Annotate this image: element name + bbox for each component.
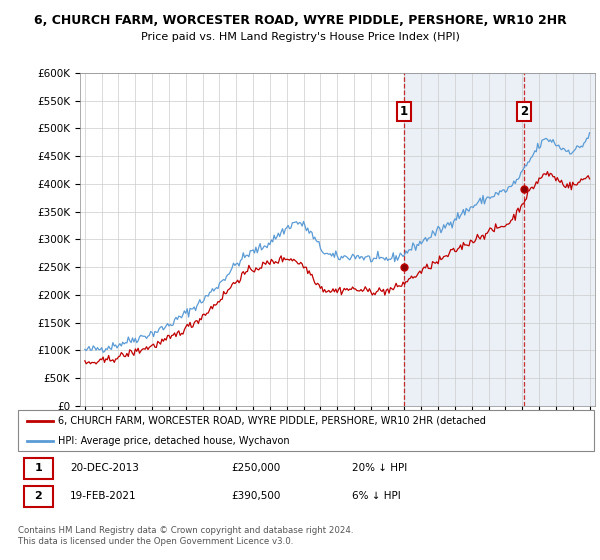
Text: 2: 2 (34, 491, 42, 501)
Text: 19-FEB-2021: 19-FEB-2021 (70, 491, 136, 501)
Text: £250,000: £250,000 (231, 463, 280, 473)
Text: 20-DEC-2013: 20-DEC-2013 (70, 463, 139, 473)
Text: 1: 1 (34, 463, 42, 473)
Text: £390,500: £390,500 (231, 491, 280, 501)
Text: 1: 1 (400, 105, 408, 118)
Text: 20% ↓ HPI: 20% ↓ HPI (352, 463, 407, 473)
Text: 2: 2 (520, 105, 529, 118)
Text: 6, CHURCH FARM, WORCESTER ROAD, WYRE PIDDLE, PERSHORE, WR10 2HR (detached: 6, CHURCH FARM, WORCESTER ROAD, WYRE PID… (58, 416, 486, 426)
Text: 6% ↓ HPI: 6% ↓ HPI (352, 491, 401, 501)
FancyBboxPatch shape (24, 486, 53, 507)
Bar (404, 73, 600, 406)
Text: HPI: Average price, detached house, Wychavon: HPI: Average price, detached house, Wych… (58, 436, 290, 446)
FancyBboxPatch shape (24, 458, 53, 479)
Text: Price paid vs. HM Land Registry's House Price Index (HPI): Price paid vs. HM Land Registry's House … (140, 32, 460, 42)
Text: Contains HM Land Registry data © Crown copyright and database right 2024.
This d: Contains HM Land Registry data © Crown c… (18, 526, 353, 546)
Text: 6, CHURCH FARM, WORCESTER ROAD, WYRE PIDDLE, PERSHORE, WR10 2HR: 6, CHURCH FARM, WORCESTER ROAD, WYRE PID… (34, 14, 566, 27)
FancyBboxPatch shape (18, 410, 594, 451)
